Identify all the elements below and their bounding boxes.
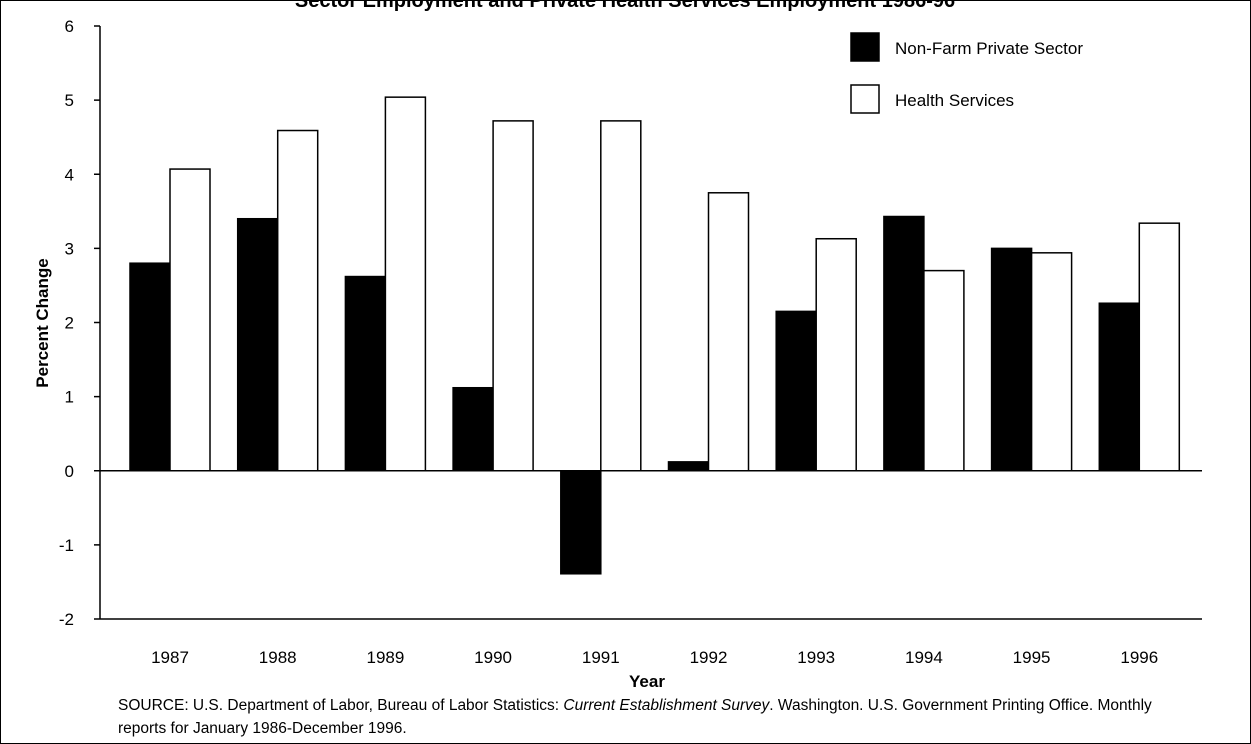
y-tick-label: 6 <box>65 17 74 36</box>
bar-health-1989 <box>384 96 427 472</box>
y-tick-label: 2 <box>65 314 74 333</box>
x-tick-label: 1988 <box>259 648 297 667</box>
x-tick-label: 1996 <box>1120 648 1158 667</box>
x-tick-label: 1989 <box>366 648 404 667</box>
x-tick-label: 1990 <box>474 648 512 667</box>
bar-nonfarm-1989 <box>344 275 387 472</box>
bar-nonfarm-1990 <box>452 386 494 472</box>
legend-label: Health Services <box>895 91 1014 110</box>
x-tick-label: 1993 <box>797 648 835 667</box>
y-tick-label: 0 <box>65 462 74 481</box>
bar-nonfarm-1996 <box>1098 302 1141 472</box>
bar-nonfarm-1987 <box>129 262 171 472</box>
chart-title: Sector Employment and Private Health Ser… <box>295 0 955 12</box>
source-suffix: . Washington. U.S. Government Printing O… <box>118 697 1152 737</box>
bar-health-1995 <box>1030 252 1073 472</box>
x-tick-label: 1987 <box>151 648 189 667</box>
bar-nonfarm-1992 <box>667 461 710 472</box>
bar-health-1988 <box>276 129 319 472</box>
bar-health-1987 <box>169 168 211 472</box>
y-tick-label: -2 <box>59 610 74 629</box>
bar-nonfarm-1993 <box>775 310 817 472</box>
legend-swatch-nonfarm <box>850 32 880 62</box>
x-tick-label: 1992 <box>690 648 728 667</box>
y-tick-label: 5 <box>65 91 74 110</box>
x-tick-label: 1995 <box>1013 648 1051 667</box>
legend-label: Non-Farm Private Sector <box>895 39 1083 58</box>
legend: Non-Farm Private Sector Health Services <box>850 32 1083 114</box>
y-tick-label: 4 <box>65 165 74 184</box>
source-prefix: SOURCE: U.S. Department of Labor, Bureau… <box>118 697 564 714</box>
source-title: Current Establishment Survey <box>563 697 770 714</box>
bar-health-1996 <box>1138 222 1181 472</box>
legend-swatch-health <box>850 84 880 114</box>
y-tick-label: 3 <box>65 239 74 258</box>
bar-health-1990 <box>492 120 534 472</box>
y-axis-label: Percent Change <box>33 258 52 387</box>
bar-nonfarm-1988 <box>236 217 279 472</box>
x-tick-label: 1991 <box>582 648 620 667</box>
y-tick-label: 1 <box>65 388 74 407</box>
x-axis-label: Year <box>629 672 665 691</box>
bar-nonfarm-1991 <box>560 470 602 575</box>
bar-health-1994 <box>923 269 965 472</box>
bar-nonfarm-1994 <box>883 215 925 472</box>
bar-nonfarm-1995 <box>990 247 1033 472</box>
bar-health-1991 <box>600 120 642 472</box>
source-note: SOURCE: U.S. Department of Labor, Bureau… <box>118 694 1198 740</box>
x-tick-label: 1994 <box>905 648 943 667</box>
plot-area: -2 -1 0 1 2 3 4 5 6 1987 1988 1989 1990 1991 1992 1993 1… <box>59 17 1202 667</box>
bar-health-1992 <box>707 192 750 472</box>
bar-health-1993 <box>815 237 857 472</box>
y-tick-label: -1 <box>59 536 74 555</box>
